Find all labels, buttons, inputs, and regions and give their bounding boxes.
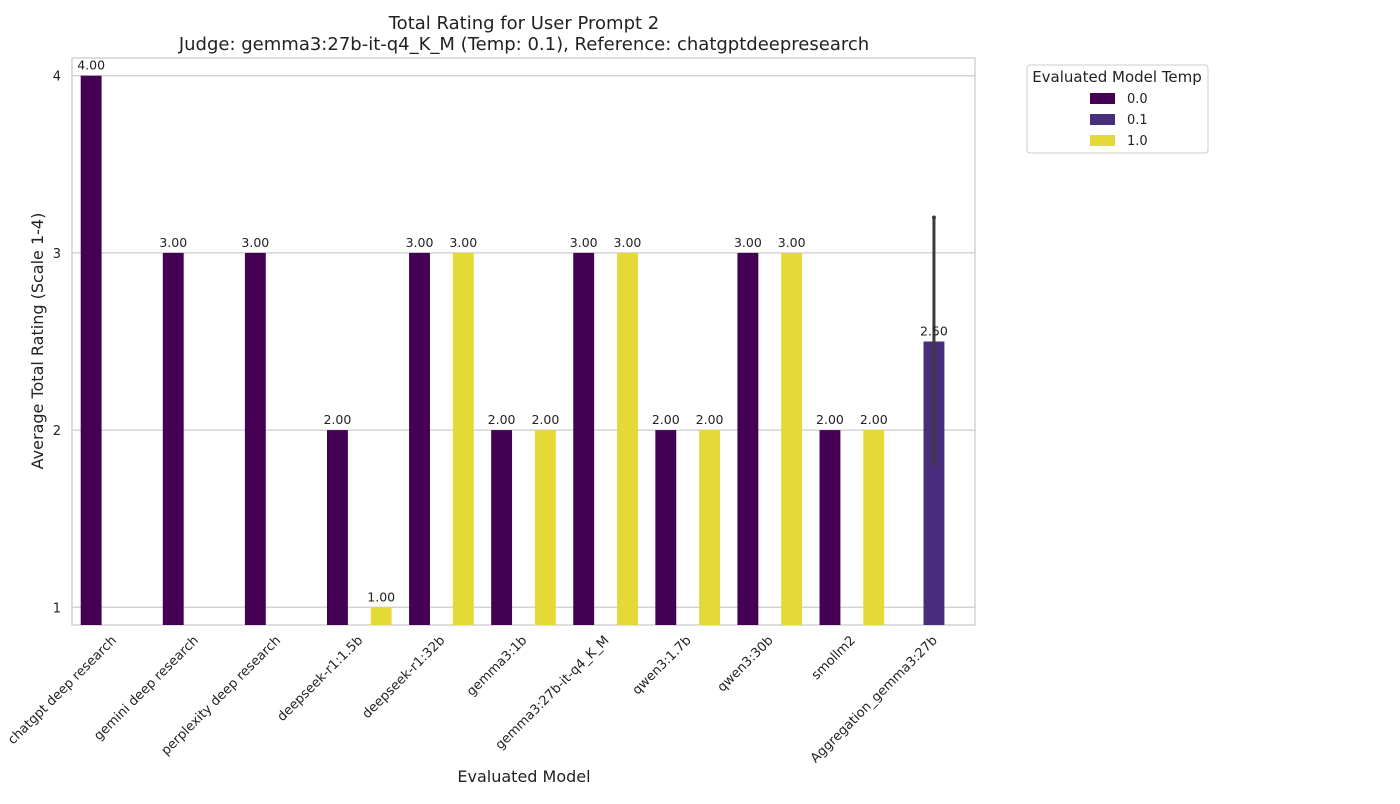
bar xyxy=(409,252,430,625)
data-label: 2.00 xyxy=(652,412,680,427)
bar xyxy=(452,252,474,625)
legend-items: 0.0 0.1 1.0 xyxy=(1090,92,1148,149)
data-label: 4.00 xyxy=(77,58,105,73)
legend-label: 1.0 xyxy=(1127,134,1148,149)
y-axis-label: Average Total Rating (Scale 1-4) xyxy=(28,213,47,470)
legend-box xyxy=(1026,64,1209,154)
bar xyxy=(781,252,803,625)
bar xyxy=(326,430,348,625)
x-tick-label: qwen3:30b xyxy=(715,633,777,695)
legend-label: 0.1 xyxy=(1127,113,1148,128)
bar xyxy=(923,341,945,625)
y-axis-ticks: 1 2 3 4 xyxy=(53,70,61,617)
bar xyxy=(819,430,841,625)
bar xyxy=(491,430,513,625)
data-label: 3.00 xyxy=(449,235,477,250)
data-label: 3.00 xyxy=(778,235,806,250)
bars xyxy=(80,75,945,625)
y-tick-label: 3 xyxy=(53,247,61,262)
legend-label: 0.0 xyxy=(1127,92,1148,107)
y-tick-label: 1 xyxy=(53,601,61,616)
chart-subtitle: Judge: gemma3:27b-it-q4_K_M (Temp: 0.1),… xyxy=(178,34,869,55)
x-axis-label: Evaluated Model xyxy=(457,767,590,786)
data-labels: 4.00 3.00 3.00 2.00 3.00 2.00 3.00 2.00 3.00 2.00… xyxy=(77,58,948,605)
x-tick-label: deepseek-r1:1.5b xyxy=(275,633,367,725)
data-label: 2.00 xyxy=(324,412,352,427)
data-label: 3.00 xyxy=(614,235,642,250)
bar xyxy=(573,252,595,625)
bar xyxy=(162,252,184,625)
data-label: 2.00 xyxy=(531,412,559,427)
x-tick-label: qwen3:1.7b xyxy=(630,633,695,698)
data-label: 2.00 xyxy=(696,412,724,427)
bar xyxy=(370,607,392,625)
data-label: 2.00 xyxy=(860,412,888,427)
error-bars xyxy=(931,215,936,466)
bar xyxy=(80,75,102,625)
data-label: 3.00 xyxy=(734,235,762,250)
data-label: 3.00 xyxy=(159,235,187,250)
data-label: 2.50 xyxy=(920,324,948,339)
bar xyxy=(863,430,885,625)
bar xyxy=(617,252,638,625)
legend-swatch xyxy=(1090,135,1115,146)
bar xyxy=(699,430,721,625)
bar xyxy=(534,430,556,625)
data-label: 2.00 xyxy=(488,412,516,427)
chart-title: Total Rating for User Prompt 2 xyxy=(388,13,659,34)
legend: Evaluated Model Temp 0.0 0.1 1.0 xyxy=(1026,64,1209,154)
y-tick-label: 2 xyxy=(53,424,61,439)
data-label: 3.00 xyxy=(570,235,598,250)
legend-swatch xyxy=(1090,114,1115,125)
x-tick-label: smollm2 xyxy=(809,633,859,683)
bar xyxy=(737,252,759,625)
data-label: 3.00 xyxy=(406,235,434,250)
legend-title: Evaluated Model Temp xyxy=(1032,68,1202,86)
x-tick-label: gemma3:1b xyxy=(464,633,530,699)
error-bar-cap xyxy=(931,215,936,220)
data-label: 2.00 xyxy=(816,412,844,427)
bar xyxy=(655,430,677,625)
y-tick-label: 4 xyxy=(53,70,61,85)
legend-swatch xyxy=(1090,93,1115,104)
bar xyxy=(244,252,266,625)
x-tick-label: deepseek-r1:32b xyxy=(360,633,449,722)
data-label: 3.00 xyxy=(241,235,269,250)
data-label: 1.00 xyxy=(367,589,395,604)
